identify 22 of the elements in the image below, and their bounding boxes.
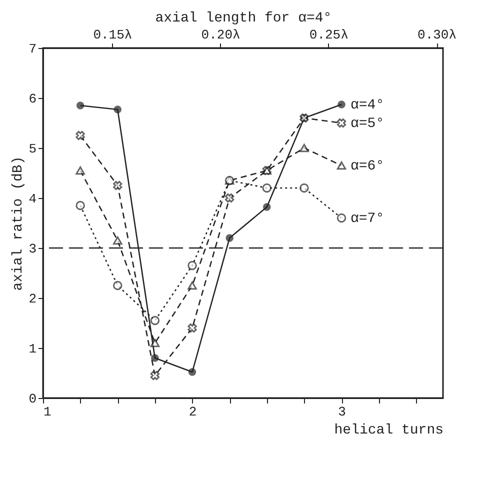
y-tick-label: 7 [28,42,36,56]
x2-tick-label: 0.15λ [93,28,132,42]
series-label: α=5° [350,116,384,132]
y-tick-label: 2 [28,292,36,306]
y-tick-label: 1 [28,342,37,356]
y-tick-label: 0 [28,392,36,406]
x-tick-label: 3 [338,404,346,420]
x2-axis-title: axial length for α=4° [155,10,332,26]
x2-tick-label: 0.25λ [309,28,349,42]
series-label: α=6° [350,158,384,174]
x2-tick-label: 0.30λ [418,28,457,42]
y-tick-label: 4 [28,192,37,206]
y-axis-title: axial ratio (dB) [10,156,27,291]
x-tick-label: 2 [188,404,197,420]
y-tick-label: 6 [28,92,36,106]
x-axis-title: helical turns [334,422,444,438]
x-tick-label: 1 [44,404,52,420]
y-tick-label: 3 [28,242,36,256]
series-label: α=4° [350,98,384,114]
y-tick-label: 5 [28,142,36,156]
series-label: α=7° [350,211,384,227]
x2-tick-label: 0.20λ [201,28,240,42]
